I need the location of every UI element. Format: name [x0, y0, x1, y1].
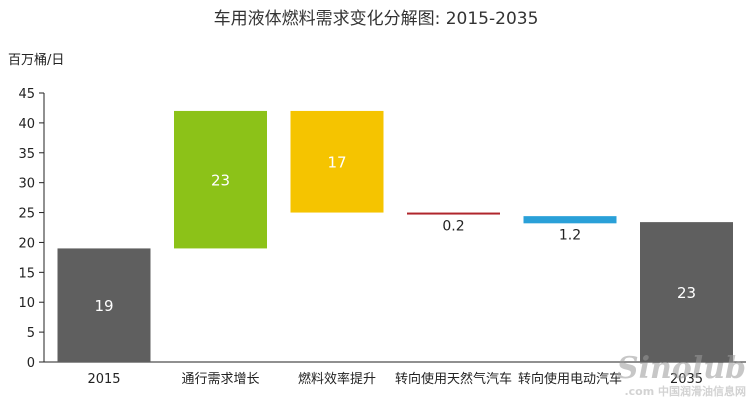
sinolub-watermark-logo: Sinolub .com 中国润滑油信息网 — [616, 351, 746, 398]
y-tick-label: 5 — [27, 326, 35, 341]
x-axis-category-labels: 2015 通行需求增长 燃料效率提升 转向使用天然气汽车 转向使用电动汽车 2035 — [87, 371, 703, 387]
bar-value-label: 17 — [327, 154, 346, 172]
chart-title: 车用液体燃料需求变化分解图: 2015-2035 — [214, 9, 539, 29]
bars-group — [57, 110, 733, 362]
watermark-logo-sub: .com — [624, 385, 655, 398]
bar-5 — [523, 216, 617, 224]
y-tick-label: 30 — [18, 177, 35, 192]
y-tick-label: 20 — [18, 236, 35, 251]
y-tick-label: 40 — [18, 117, 35, 132]
y-axis-ticks: 0 5 10 15 20 25 30 35 40 45 — [18, 87, 44, 371]
y-axis-unit-label: 百万桶/日 — [8, 53, 64, 68]
bar-value-label: 0.2 — [442, 219, 464, 235]
x-category-label: 转向使用电动汽车 — [518, 371, 622, 387]
y-tick-label: 25 — [18, 207, 35, 222]
bar-value-label: 1.2 — [559, 227, 581, 243]
x-category-label: 转向使用天然气汽车 — [395, 371, 512, 387]
bar-value-labels: 19 23 17 0.2 1.2 23 — [94, 154, 696, 315]
y-tick-label: 0 — [27, 356, 35, 371]
y-tick-label: 15 — [18, 266, 35, 281]
bar-6 — [640, 222, 733, 362]
x-category-label: 燃料效率提升 — [298, 371, 376, 387]
watermark-logo-text: Sinolub — [616, 351, 746, 386]
x-category-label: 通行需求增长 — [181, 372, 259, 387]
bar-1 — [57, 248, 151, 362]
bar-value-label: 19 — [94, 297, 113, 315]
bar-3 — [290, 110, 384, 213]
y-tick-label: 45 — [18, 87, 35, 102]
x-category-label: 2035 — [670, 372, 703, 387]
watermark-site: 中国润滑油信息网 — [658, 385, 746, 398]
bar-2 — [174, 110, 267, 249]
y-tick-label: 10 — [18, 296, 35, 311]
bar-4 — [407, 212, 500, 215]
y-tick-label: 35 — [18, 147, 35, 162]
bar-value-label: 23 — [677, 284, 696, 302]
x-category-label: 2015 — [87, 372, 120, 387]
bar-value-label: 23 — [211, 172, 230, 190]
